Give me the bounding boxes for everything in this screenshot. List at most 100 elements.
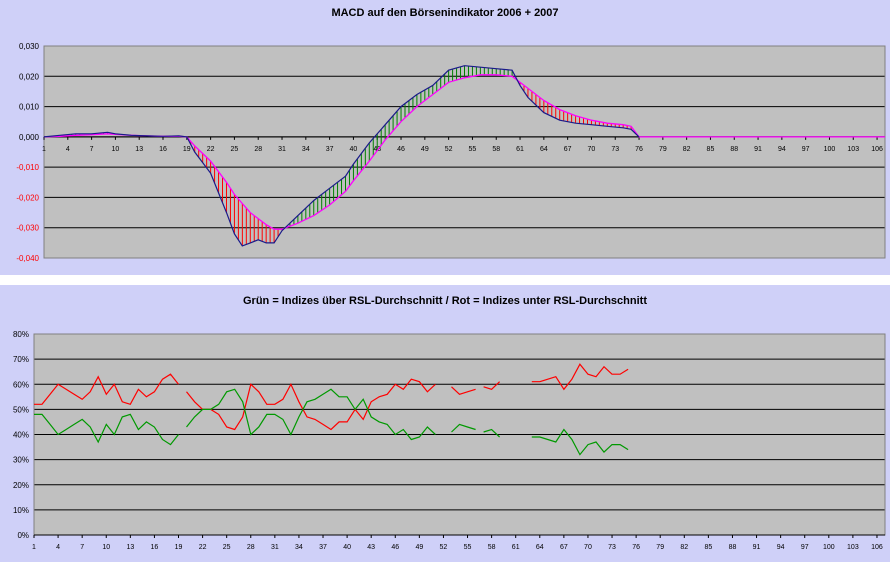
x-tick-label: 67 bbox=[564, 146, 572, 153]
x-tick-label: 4 bbox=[56, 544, 60, 551]
rsl-chart-svg: 80% 70% 60% 50% 40% 30% 20% 10% 0%1 4 7 10 13 16 19 22 2… bbox=[13, 330, 886, 551]
x-tick-label: 106 bbox=[871, 544, 883, 551]
x-tick-label: 22 bbox=[199, 544, 207, 551]
plot-border bbox=[43, 45, 886, 259]
rsl-green-line bbox=[34, 413, 179, 446]
x-tick-label: 97 bbox=[801, 544, 809, 551]
x-tick-label: 55 bbox=[464, 544, 472, 551]
y-tick-label: 0,000 bbox=[19, 133, 40, 142]
x-tick-label: 46 bbox=[397, 146, 405, 153]
x-tick-label: 25 bbox=[223, 544, 231, 551]
x-tick-label: 70 bbox=[588, 146, 596, 153]
rsl-green-line bbox=[483, 428, 501, 438]
x-tick-label: 37 bbox=[326, 146, 334, 153]
x-tick-label: 76 bbox=[632, 544, 640, 551]
x-tick-label: 28 bbox=[247, 544, 255, 551]
x-tick-label: 28 bbox=[254, 146, 262, 153]
macd-chart-title: MACD auf den Börsenindikator 2006 + 2007 bbox=[331, 7, 559, 19]
rsl-green-line bbox=[186, 388, 436, 441]
x-tick-label: 1 bbox=[32, 544, 36, 551]
x-tick-label: 85 bbox=[704, 544, 712, 551]
x-tick-label: 10 bbox=[112, 146, 120, 153]
x-tick-label: 7 bbox=[90, 146, 94, 153]
x-tick-label: 40 bbox=[343, 544, 351, 551]
y-tick-label: -0,020 bbox=[16, 193, 39, 202]
x-tick-label: 70 bbox=[584, 544, 592, 551]
x-tick-label: 106 bbox=[871, 146, 883, 153]
x-tick-label: 37 bbox=[319, 544, 327, 551]
x-tick-label: 64 bbox=[536, 544, 544, 551]
x-tick-label: 67 bbox=[560, 544, 568, 551]
y-tick-label: 0% bbox=[17, 531, 29, 540]
macd-chart-panel: MACD auf den Börsenindikator 2006 + 2007… bbox=[0, 0, 890, 275]
rsl-red-line bbox=[531, 363, 629, 391]
x-tick-label: 61 bbox=[512, 544, 520, 551]
rsl-chart-panel: Grün = Indizes über RSL-Durchschnitt / R… bbox=[0, 285, 890, 562]
x-tick-label: 73 bbox=[611, 146, 619, 153]
x-tick-label: 19 bbox=[175, 544, 183, 551]
x-tick-label: 79 bbox=[656, 544, 664, 551]
x-tick-label: 82 bbox=[683, 146, 691, 153]
x-tick-label: 61 bbox=[516, 146, 524, 153]
y-tick-label: 0,020 bbox=[19, 72, 40, 81]
x-tick-label: 79 bbox=[659, 146, 667, 153]
x-tick-label: 34 bbox=[302, 146, 310, 153]
x-tick-label: 97 bbox=[802, 146, 810, 153]
rsl-green-line bbox=[531, 428, 629, 456]
x-tick-label: 7 bbox=[80, 544, 84, 551]
x-tick-label: 103 bbox=[847, 544, 859, 551]
x-tick-label: 100 bbox=[823, 544, 835, 551]
x-tick-label: 49 bbox=[421, 146, 429, 153]
x-tick-label: 88 bbox=[729, 544, 737, 551]
rsl-red-line bbox=[483, 381, 501, 390]
x-tick-label: 46 bbox=[391, 544, 399, 551]
y-tick-label: 60% bbox=[13, 380, 29, 389]
y-tick-label: 30% bbox=[13, 456, 29, 465]
x-tick-label: 40 bbox=[350, 146, 358, 153]
x-tick-label: 64 bbox=[540, 146, 548, 153]
y-tick-label: 80% bbox=[13, 330, 29, 339]
y-tick-label: 40% bbox=[13, 431, 29, 440]
rsl-chart-title: Grün = Indizes über RSL-Durchschnitt / R… bbox=[243, 295, 647, 307]
x-tick-label: 94 bbox=[778, 146, 786, 153]
x-tick-label: 49 bbox=[415, 544, 423, 551]
x-tick-label: 19 bbox=[183, 146, 191, 153]
x-tick-label: 82 bbox=[680, 544, 688, 551]
y-tick-label: -0,010 bbox=[16, 163, 39, 172]
y-tick-label: 0,010 bbox=[19, 103, 40, 112]
x-tick-label: 10 bbox=[102, 544, 110, 551]
y-tick-label: 20% bbox=[13, 481, 29, 490]
y-tick-label: -0,030 bbox=[16, 224, 39, 233]
x-tick-label: 34 bbox=[295, 544, 303, 551]
x-tick-label: 13 bbox=[135, 146, 143, 153]
x-tick-label: 100 bbox=[824, 146, 836, 153]
panel-divider bbox=[0, 275, 890, 285]
macd-chart-svg: 0,030 0,020 0,010 0,000 -0,010 -0,020 -0,030 -0… bbox=[16, 42, 886, 263]
x-tick-label: 4 bbox=[66, 146, 70, 153]
x-tick-label: 13 bbox=[126, 544, 134, 551]
y-tick-label: -0,040 bbox=[16, 254, 39, 263]
macd-line bbox=[43, 65, 640, 247]
x-tick-label: 88 bbox=[730, 146, 738, 153]
y-tick-label: 0,030 bbox=[19, 42, 40, 51]
rsl-green-line bbox=[451, 423, 476, 433]
x-tick-label: 55 bbox=[469, 146, 477, 153]
x-tick-label: 22 bbox=[207, 146, 215, 153]
y-tick-label: 50% bbox=[13, 405, 29, 414]
x-tick-label: 43 bbox=[367, 544, 375, 551]
rsl-red-line bbox=[34, 373, 179, 406]
x-tick-label: 52 bbox=[445, 146, 453, 153]
y-tick-label: 10% bbox=[13, 506, 29, 515]
x-tick-label: 31 bbox=[271, 544, 279, 551]
rsl-red-line bbox=[186, 378, 436, 431]
x-tick-label: 1 bbox=[42, 146, 46, 153]
x-tick-label: 103 bbox=[847, 146, 859, 153]
x-tick-label: 52 bbox=[440, 544, 448, 551]
x-tick-label: 16 bbox=[159, 146, 167, 153]
x-tick-label: 58 bbox=[492, 146, 500, 153]
plot-area bbox=[44, 46, 885, 258]
x-tick-label: 94 bbox=[777, 544, 785, 551]
x-tick-label: 58 bbox=[488, 544, 496, 551]
y-tick-label: 70% bbox=[13, 355, 29, 364]
x-tick-label: 91 bbox=[754, 146, 762, 153]
